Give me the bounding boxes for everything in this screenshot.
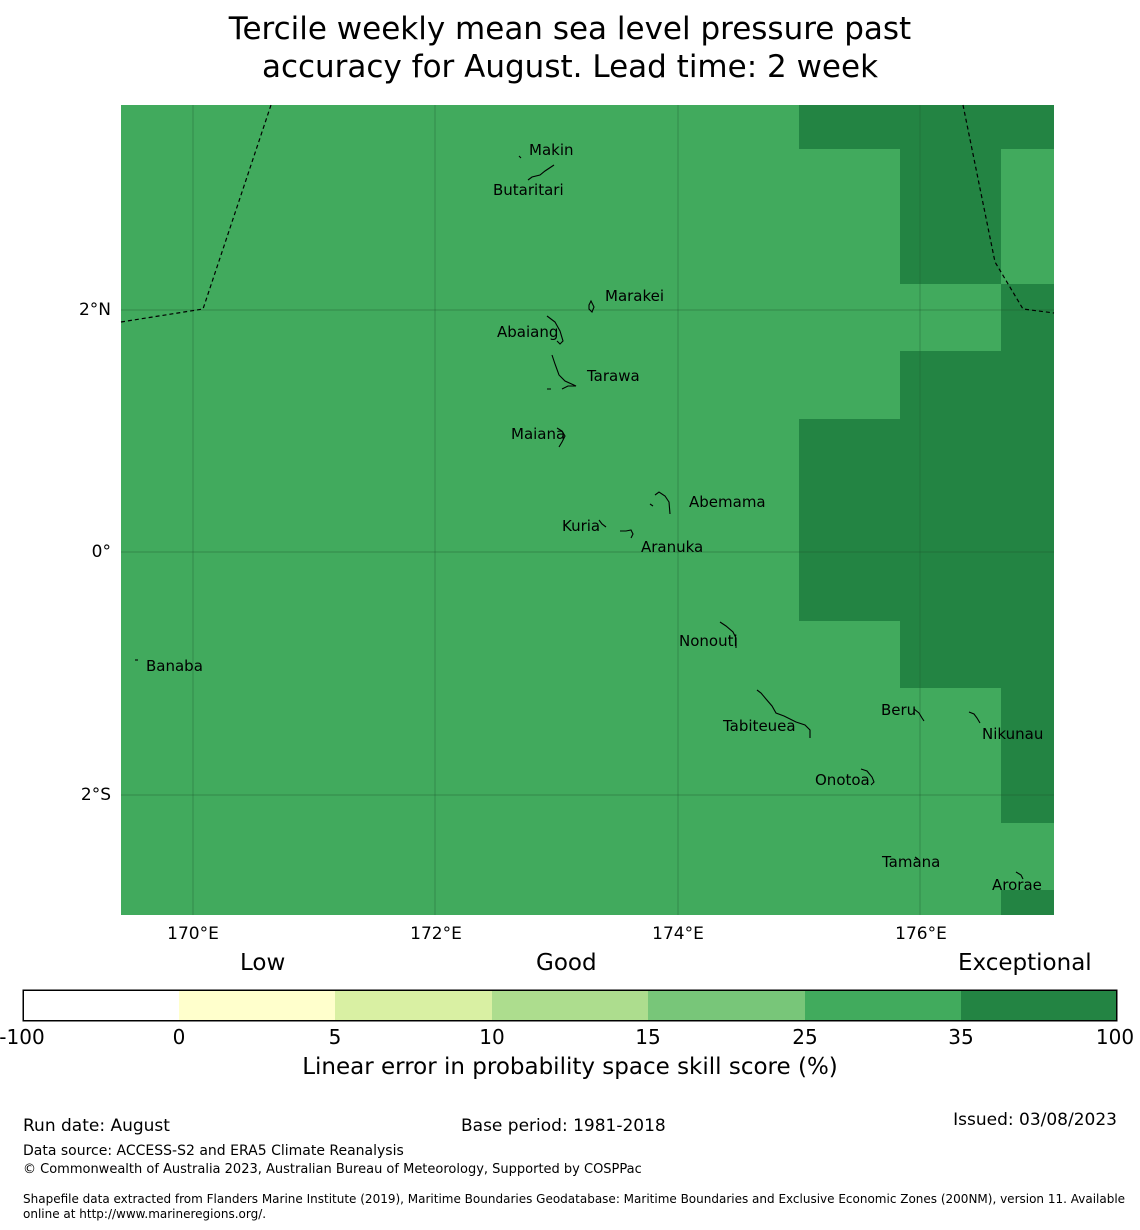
colorbar-tick: 5 — [328, 1025, 342, 1049]
colorbar-tick: -100 — [0, 1025, 45, 1049]
island-outline-kuria — [598, 519, 607, 528]
island-outline-abemama — [649, 491, 671, 515]
island-outline-marakei — [588, 299, 595, 313]
island-label-kuria: Kuria — [562, 517, 601, 535]
island-outline-abaiang — [546, 315, 564, 345]
run-date: Run date: August — [23, 1116, 170, 1136]
title-line-2: accuracy for August. Lead time: 2 week — [261, 49, 879, 85]
skill-cell — [1001, 688, 1054, 823]
colorbar-segment — [492, 990, 648, 1021]
colorbar-tick: 35 — [948, 1025, 974, 1049]
colorbar-label: Linear error in probability space skill … — [302, 1054, 838, 1080]
tick-label-176E: 176°E — [895, 924, 947, 944]
island-label-marakei: Marakei — [605, 287, 665, 305]
island-label-beru: Beru — [881, 701, 917, 719]
tick-label-2S: 2°S — [80, 785, 111, 805]
colorbar-segment — [961, 990, 1117, 1021]
tick-label-172E: 172°E — [410, 924, 462, 944]
eez-boundary-west — [120, 104, 272, 323]
island-outline-tabiteuea — [756, 689, 811, 738]
tick-label-170E: 170°E — [167, 924, 219, 944]
island-label-onotoa: Onotoa — [815, 771, 870, 789]
gridlines — [121, 105, 1054, 915]
island-label-nonouti: Nonouti — [679, 632, 738, 650]
island-label-tabiteuea: Tabiteuea — [723, 717, 796, 735]
colorbar-tick: 0 — [172, 1025, 186, 1049]
tick-label-174E: 174°E — [652, 924, 704, 944]
island-label-abemama: Abemama — [689, 493, 766, 511]
colorbar-segment — [648, 990, 805, 1021]
island-outline-beru — [913, 708, 925, 722]
tick-label-equator: 0° — [91, 542, 111, 562]
category-exceptional: Exceptional — [958, 950, 1092, 976]
base-period: Base period: 1981-2018 — [461, 1116, 666, 1136]
title-line-1: Tercile weekly mean sea level pressure p… — [228, 11, 912, 47]
eez-boundary-east — [962, 104, 1055, 314]
island-label-nikunau: Nikunau — [982, 725, 1044, 743]
island-outline-butaritari — [527, 164, 555, 181]
skill-cell — [1001, 890, 1054, 915]
shapefile-credit-line-2: online at http://www.marineregions.org/. — [23, 1207, 267, 1221]
eez-boundaries — [120, 104, 1055, 323]
island-outline-tamana — [914, 856, 919, 860]
issued-date: Issued: 03/08/2023 — [953, 1110, 1117, 1130]
colorbar-segment — [805, 990, 961, 1021]
island-label-makin: Makin — [529, 141, 574, 159]
category-low: Low — [240, 950, 286, 976]
island-label-tarawa: Tarawa — [587, 367, 640, 385]
colorbar-segment — [179, 990, 335, 1021]
map-title: Tercile weekly mean sea level pressure p… — [0, 10, 1140, 86]
colorbar-tick: 25 — [792, 1025, 818, 1049]
island-label-aranuka: Aranuka — [641, 538, 704, 556]
tick-label-2N: 2°N — [78, 300, 111, 320]
skill-cell — [900, 621, 1054, 688]
island-label-tamana: Tamana — [882, 853, 941, 871]
island-outline-onotoa — [860, 768, 875, 786]
colorbar-tick: 10 — [479, 1025, 505, 1049]
island-outline-nonouti — [719, 621, 737, 648]
skill-cell — [900, 351, 1054, 419]
island-outline-aranuka — [620, 529, 634, 539]
category-good: Good — [536, 950, 597, 976]
colorbar-segment — [23, 990, 179, 1021]
island-label-abaiang: Abaiang — [497, 323, 559, 341]
island-outline-maiana — [556, 427, 566, 448]
island-outline-nikunau — [968, 711, 981, 724]
shapefile-credit-line-1: Shapefile data extracted from Flanders M… — [23, 1192, 1126, 1206]
island-label-banaba: Banaba — [146, 657, 203, 675]
data-source: Data source: ACCESS-S2 and ERA5 Climate … — [23, 1143, 404, 1159]
island-outline-makin — [518, 155, 522, 159]
island-outline-arorae — [1015, 871, 1024, 880]
skill-cell — [799, 419, 1054, 621]
skill-cell — [1001, 284, 1054, 351]
shapefile-credit: Shapefile data extracted from Flanders M… — [23, 1192, 1125, 1222]
colorbar-outline — [23, 990, 1117, 1021]
colorbar-tick: 100 — [1095, 1025, 1135, 1049]
island-outlines — [135, 155, 1024, 880]
colorbar-segment — [335, 990, 492, 1021]
skill-cell — [900, 149, 1001, 284]
island-outline-tarawa — [547, 354, 577, 390]
exceptional-skill-region — [799, 105, 1054, 915]
skill-cell — [799, 105, 1054, 149]
copyright: © Commonwealth of Australia 2023, Austra… — [23, 1162, 642, 1177]
island-label-butaritari: Butaritari — [493, 181, 564, 199]
island-label-arorae: Arorae — [992, 876, 1042, 894]
colorbar-tick: 15 — [635, 1025, 661, 1049]
island-label-maiana: Maiana — [511, 425, 566, 443]
